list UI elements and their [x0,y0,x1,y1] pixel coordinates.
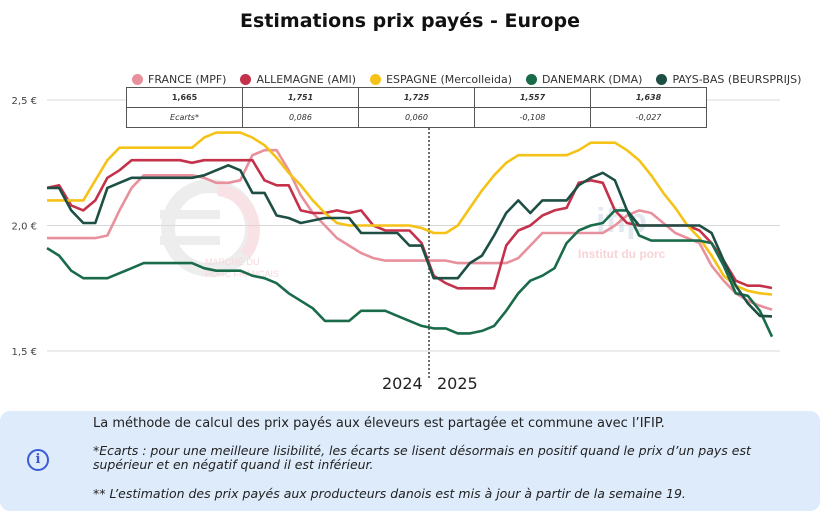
line-chart: 2,5 € 2,0 € 1,5 € MARCHÉ DU ifip Institut … [12,96,780,380]
watermark-text: MARCHÉ DU [205,257,260,267]
year-label-2025: 2025 [437,374,478,393]
watermark-institut: Institut du porc [578,247,666,261]
watermark-text: PORC FRANÇAIS [205,269,279,279]
series-line-3 [46,209,774,338]
y-tick-label: 2,5 € [12,96,37,107]
legend-dot-icon [240,74,252,85]
ecart-allemagne: 0,086 [242,107,359,128]
pig-tail-watermark [217,184,260,259]
legend-dot-icon [370,74,382,85]
legend: FRANCE (MPF) ALLEMAGNE (AMI) ESPAGNE (Me… [132,73,815,86]
euro-watermark-bar [160,210,220,219]
info-panel [0,411,820,511]
legend-dot-icon [526,74,538,85]
series-line-0 [47,148,773,311]
values-table: 1,665 1,751 1,725 1,557 1,638 Ecarts* 0,… [126,87,707,128]
series-line-2 [47,131,773,296]
table-row-values: 1,665 1,751 1,725 1,557 1,638 [126,87,707,108]
ecart-espagne: 0,060 [358,107,475,128]
y-tick-label: 2,0 € [12,222,37,233]
euro-watermark-bar [160,236,220,245]
info-icon: i [27,449,49,471]
grid: 2,5 € 2,0 € 1,5 € [12,96,780,358]
legend-dot-icon [656,74,668,85]
legend-item-espagne[interactable]: ESPAGNE (Mercolleida) [370,73,512,86]
ecart-pays-bas: -0,027 [590,107,707,128]
ecart-danemark: -0,108 [474,107,591,128]
year-label-2024: 2024 [382,374,423,393]
series-line-4 [47,164,773,318]
legend-item-pays-bas[interactable]: PAYS-BAS (BEURSPRIJS) [656,73,801,86]
table-row-ecarts: Ecarts* 0,086 0,060 -0,108 -0,027 [126,107,707,128]
chart-title: Estimations prix payés - Europe [240,10,580,32]
watermarks: MARCHÉ DU ifip Institut du porc PORC FRA… [160,179,666,279]
ecarts-label: Ecarts* [126,107,243,128]
y-tick-label: 1,5 € [12,347,37,358]
value-espagne: 1,725 [358,87,475,108]
legend-dot-icon [132,74,143,85]
value-allemagne: 1,751 [242,87,359,108]
note-method: La méthode de calcul des prix payés aux … [93,416,665,431]
value-france: 1,665 [126,87,243,108]
legend-item-france[interactable]: FRANCE (MPF) [132,73,226,86]
legend-item-allemagne[interactable]: ALLEMAGNE (AMI) [240,73,356,86]
note-danish: ** L’estimation des prix payés aux produ… [93,486,686,501]
legend-item-danemark[interactable]: DANEMARK (DMA) [526,73,642,86]
value-danemark: 1,557 [474,87,591,108]
note-ecarts: *Ecarts : pour une meilleure lisibilité,… [93,443,751,472]
value-pays-bas: 1,638 [590,87,707,108]
